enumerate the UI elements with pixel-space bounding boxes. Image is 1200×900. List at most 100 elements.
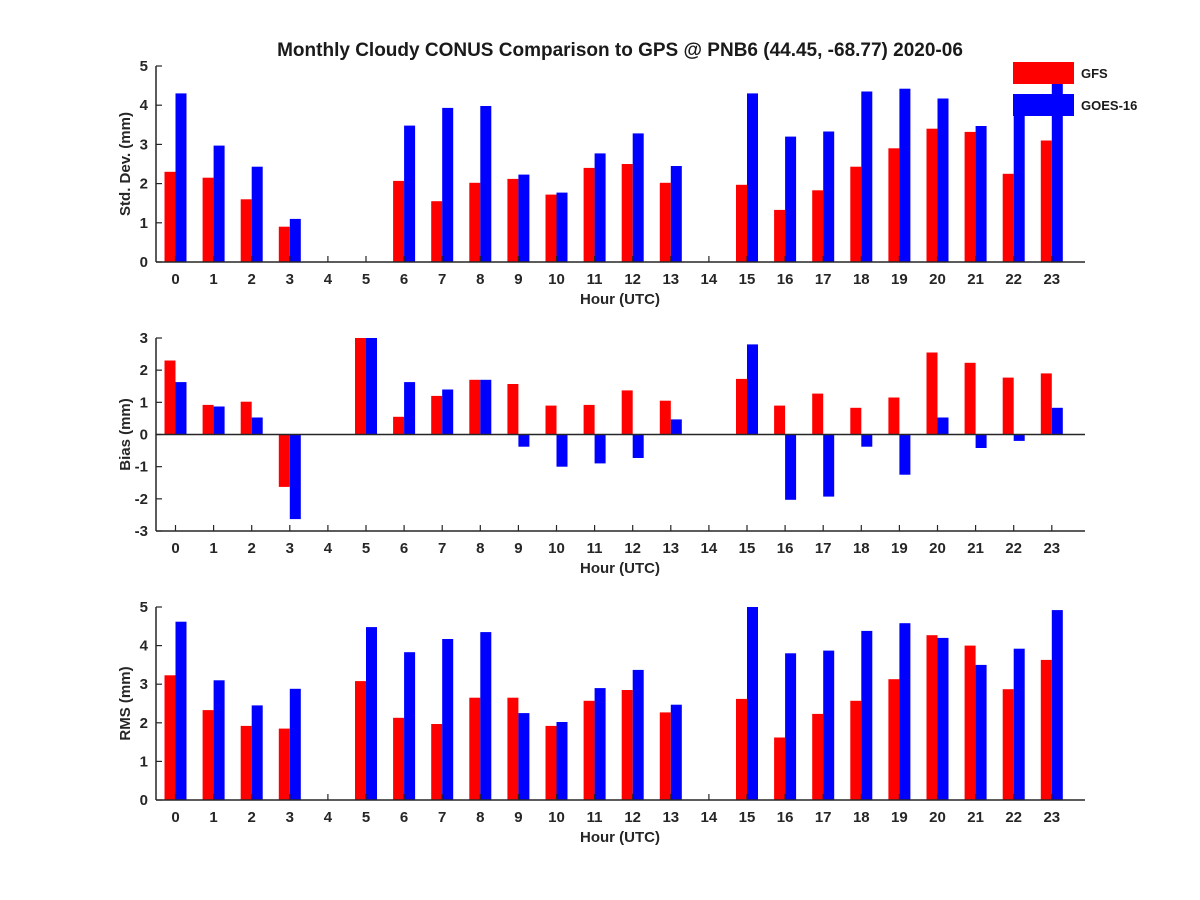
x-tick-label: 15: [739, 809, 756, 826]
bar-bias-goes16-0: [175, 382, 187, 435]
bar-std-gfs-20: [926, 128, 938, 262]
x-tick-label: 11: [587, 540, 603, 557]
y-axis-label: Bias (mm): [117, 398, 134, 471]
bar-rms-gfs-13: [659, 712, 671, 800]
bar-bias-gfs-10: [545, 405, 557, 435]
bar-std-gfs-12: [621, 164, 633, 262]
bar-rms-goes16-19: [899, 623, 911, 800]
bar-std-gfs-7: [431, 201, 443, 262]
x-tick-label: 15: [739, 271, 756, 288]
bar-std-goes16-17: [823, 131, 835, 262]
y-tick-label: 1: [140, 753, 148, 770]
bar-bias-goes16-19: [899, 434, 911, 475]
bar-std-gfs-10: [545, 194, 557, 262]
x-tick-label: 6: [400, 540, 408, 557]
bar-rms-gfs-23: [1040, 659, 1052, 800]
bar-std-goes16-12: [632, 133, 644, 262]
x-tick-label: 4: [324, 271, 333, 288]
bar-std-goes16-16: [785, 136, 797, 262]
x-tick-label: 12: [624, 271, 641, 288]
bar-rms-goes16-15: [747, 607, 758, 800]
x-tick-label: 1: [209, 809, 217, 826]
bar-bias-goes16-3: [289, 434, 301, 520]
bar-bias-gfs-22: [1002, 377, 1014, 435]
bar-std-gfs-6: [393, 180, 405, 262]
bar-bias-goes16-12: [632, 434, 644, 458]
y-tick-label: -2: [135, 491, 148, 508]
bar-rms-gfs-17: [812, 713, 824, 800]
x-tick-label: 18: [853, 271, 870, 288]
bar-std-gfs-0: [164, 171, 176, 262]
bar-std-gfs-8: [469, 182, 481, 262]
bar-std-goes16-23: [1051, 81, 1063, 262]
bar-bias-gfs-23: [1040, 373, 1052, 435]
legend-swatch-gfs: [1013, 62, 1074, 84]
x-tick-label: 22: [1005, 809, 1022, 826]
x-tick-label: 9: [514, 809, 522, 826]
bar-std-goes16-7: [442, 107, 454, 263]
bar-std-goes16-3: [289, 218, 301, 262]
bar-rms-gfs-9: [507, 697, 519, 800]
bar-bias-gfs-6: [393, 416, 405, 435]
bar-std-goes16-18: [861, 91, 873, 262]
bar-rms-gfs-21: [964, 645, 976, 800]
y-axis-label: RMS (mm): [117, 666, 134, 740]
bar-std-goes16-20: [937, 98, 949, 262]
y-tick-label: -3: [135, 523, 148, 540]
x-tick-label: 6: [400, 809, 408, 826]
x-tick-label: 14: [701, 540, 718, 557]
y-tick-label: 3: [140, 136, 148, 153]
bar-rms-goes16-1: [213, 680, 225, 800]
bar-std-goes16-22: [1013, 109, 1025, 262]
y-tick-label: 2: [140, 362, 148, 379]
bar-std-goes16-1: [213, 145, 225, 262]
bar-std-goes16-10: [556, 192, 568, 262]
bar-rms-gfs-7: [431, 724, 443, 800]
y-tick-label: 5: [140, 58, 148, 75]
y-tick-label: 1: [140, 394, 148, 411]
bar-std-goes16-0: [175, 93, 187, 263]
x-tick-label: 0: [171, 271, 179, 288]
x-tick-label: 14: [701, 271, 718, 288]
x-tick-label: 7: [438, 540, 446, 557]
x-tick-label: 17: [815, 540, 832, 557]
bar-std-goes16-19: [899, 88, 911, 262]
bar-std-gfs-3: [278, 226, 290, 262]
bar-bias-goes16-16: [785, 434, 797, 500]
bar-bias-gfs-8: [469, 379, 481, 435]
bar-std-gfs-21: [964, 131, 976, 262]
bar-rms-goes16-22: [1013, 648, 1025, 800]
bar-rms-goes16-9: [518, 713, 530, 800]
x-tick-label: 7: [438, 809, 446, 826]
bar-bias-gfs-2: [240, 401, 252, 435]
bar-bias-gfs-0: [164, 360, 176, 435]
x-tick-label: 8: [476, 540, 484, 557]
bar-std-gfs-1: [202, 177, 214, 262]
bar-rms-gfs-22: [1002, 689, 1014, 800]
x-tick-label: 20: [929, 809, 946, 826]
bar-rms-goes16-11: [594, 688, 606, 800]
x-tick-label: 22: [1005, 271, 1022, 288]
x-tick-label: 13: [662, 540, 679, 557]
bar-std-gfs-16: [774, 209, 786, 262]
x-tick-label: 0: [171, 809, 179, 826]
bar-rms-goes16-21: [975, 664, 987, 800]
x-tick-label: 1: [209, 540, 217, 557]
bar-rms-goes16-0: [175, 621, 187, 800]
x-tick-label: 19: [891, 809, 908, 826]
x-tick-label: 2: [248, 540, 256, 557]
bar-std-gfs-13: [659, 182, 671, 262]
bar-bias-goes16-9: [518, 434, 530, 447]
x-tick-label: 2: [248, 271, 256, 288]
bar-std-gfs-11: [583, 167, 595, 262]
bar-rms-goes16-12: [632, 669, 644, 800]
bar-bias-goes16-10: [556, 434, 568, 467]
bar-rms-goes16-17: [823, 650, 835, 800]
x-tick-label: 10: [548, 271, 565, 288]
bar-bias-goes16-7: [442, 389, 454, 435]
bar-bias-goes16-8: [480, 379, 492, 435]
x-tick-label: 11: [587, 271, 603, 288]
